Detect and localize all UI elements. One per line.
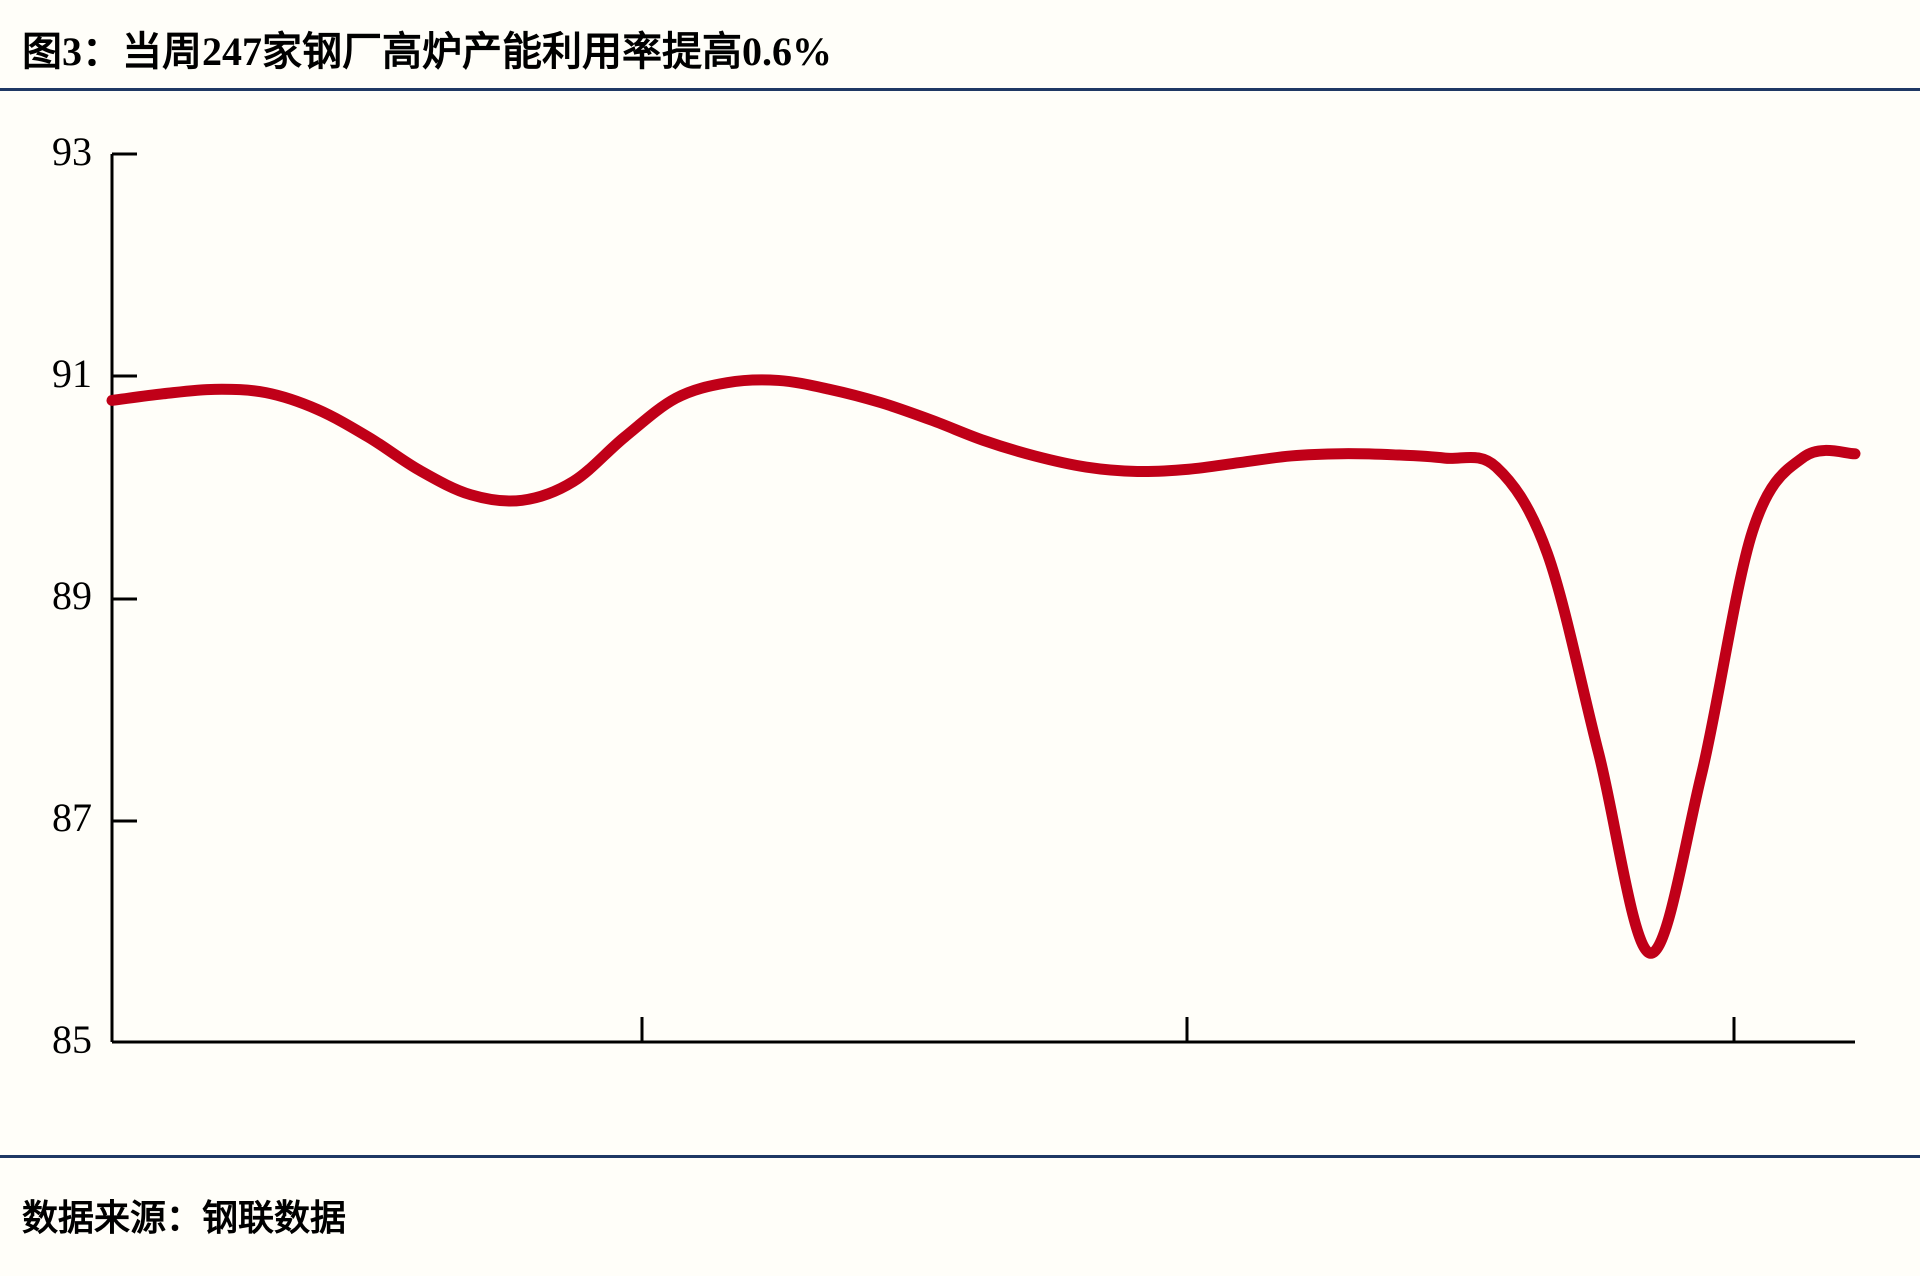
- chart-area: 93 91 89 87 85 2025/6 2025/7 2025/8 2025…: [0, 100, 1920, 1060]
- page-title: 图3：当周247家钢厂高炉产能利用率提高0.6%: [22, 29, 832, 74]
- y-tick-label-89: 89: [52, 573, 92, 618]
- title-divider-top: [0, 88, 1920, 91]
- source-divider: [0, 1155, 1920, 1158]
- line-chart: 93 91 89 87 85 2025/6 2025/7 2025/8 2025…: [52, 129, 1861, 1060]
- figure-title-row: 图3：当周247家钢厂高炉产能利用率提高0.6%: [22, 18, 1902, 78]
- y-tick-label-93: 93: [52, 129, 92, 174]
- series-line-capacity-utilization: [106, 374, 1861, 959]
- y-tick-label-85: 85: [52, 1017, 92, 1060]
- source-row: 数据来源：钢联数据: [22, 1185, 346, 1245]
- y-tick-label-87: 87: [52, 795, 92, 840]
- y-tick-label-91: 91: [52, 351, 92, 396]
- data-source-label: 数据来源：钢联数据: [22, 1198, 347, 1238]
